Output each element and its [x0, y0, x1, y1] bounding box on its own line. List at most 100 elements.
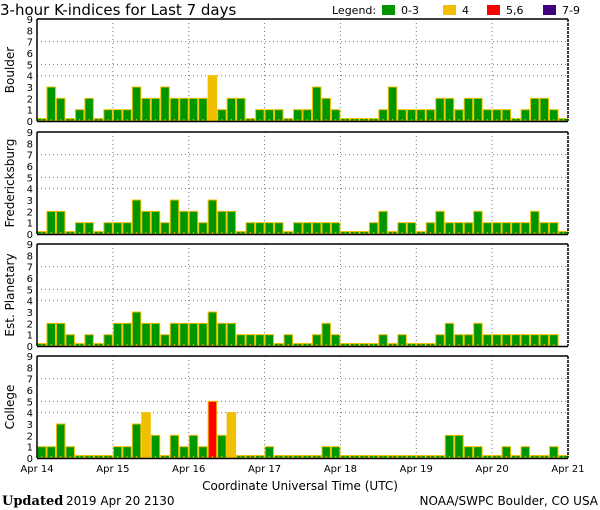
y-tick-label: 9: [27, 240, 33, 251]
y-tick-label: 0: [27, 342, 33, 353]
k-index-bar: [321, 97, 331, 122]
k-index-bar: [444, 97, 455, 122]
legend-label: Legend:: [332, 4, 376, 17]
k-index-bar: [444, 322, 455, 347]
panel-label: Est. Planetary: [3, 253, 17, 336]
k-index-bar: [150, 322, 161, 347]
y-tick-label: 5: [27, 397, 33, 408]
legend-swatch: [443, 5, 456, 15]
k-index-bar: [131, 86, 142, 122]
k-index-bar: [55, 210, 66, 235]
k-index-bar: [435, 97, 445, 122]
k-index-bar: [55, 97, 66, 122]
y-tick-label: 6: [27, 49, 33, 60]
y-tick-label: 2: [27, 431, 33, 442]
y-tick-label: 1: [27, 219, 33, 230]
k-index-bar: [226, 97, 237, 122]
k-index-bar: [131, 423, 142, 459]
y-tick-label: 7: [27, 38, 33, 49]
y-tick-label: 3: [27, 420, 33, 431]
k-index-bar: [473, 322, 483, 347]
y-tick-label: 2: [27, 94, 33, 105]
k-index-bar: [141, 412, 151, 459]
y-tick-label: 9: [27, 128, 33, 139]
k-index-bar: [198, 322, 208, 347]
y-tick-label: 1: [27, 106, 33, 117]
k-index-bar: [207, 400, 218, 459]
y-tick-label: 7: [27, 375, 33, 386]
k-index-bar: [131, 311, 142, 347]
k-index-bar: [463, 97, 474, 122]
legend: Legend: 0-3 4 5,6 7-9: [332, 4, 580, 17]
k-index-bar: [473, 210, 483, 235]
k-index-bar: [378, 210, 388, 235]
legend-entry-label: 0-3: [401, 4, 419, 17]
k-index-bar: [217, 322, 227, 347]
legend-swatch: [543, 5, 556, 15]
chart-title: 3-hour K-indices for Last 7 days: [0, 1, 236, 19]
credit-text: NOAA/SWPC Boulder, CO USA: [420, 494, 599, 508]
y-tick-label: 1: [27, 443, 33, 454]
y-tick-label: 6: [27, 386, 33, 397]
x-tick-label: Apr 19: [400, 464, 433, 475]
k-index-bar: [131, 199, 142, 235]
k-index-bar: [169, 97, 180, 122]
k-index-bar: [179, 322, 189, 347]
x-tick-label: Apr 14: [20, 464, 53, 475]
k-index-bar: [188, 434, 199, 459]
y-tick-label: 7: [27, 263, 33, 274]
legend-entry-label: 7-9: [562, 4, 580, 17]
y-tick-label: 5: [27, 285, 33, 296]
y-tick-label: 3: [27, 308, 33, 319]
k-index-bar: [55, 423, 66, 459]
y-tick-label: 4: [27, 297, 33, 308]
k-index-bar: [84, 97, 94, 122]
y-tick-label: 9: [27, 352, 33, 363]
y-tick-label: 8: [27, 363, 33, 374]
k-index-bar: [150, 210, 161, 235]
y-tick-label: 0: [27, 230, 33, 241]
legend-entry-label: 5,6: [506, 4, 524, 17]
k-index-bar: [179, 97, 189, 122]
k-index-bar: [169, 434, 180, 459]
y-tick-label: 0: [27, 454, 33, 465]
k-index-bar: [150, 434, 161, 459]
k-index-bar: [160, 86, 170, 122]
k-index-bar: [435, 210, 445, 235]
k-index-bar: [473, 97, 483, 122]
y-tick-label: 1: [27, 331, 33, 342]
legend-swatch: [382, 5, 395, 15]
k-index-bar: [188, 97, 199, 122]
y-tick-label: 8: [27, 139, 33, 150]
y-tick-label: 4: [27, 409, 33, 420]
y-tick-label: 9: [27, 15, 33, 26]
y-tick-label: 6: [27, 162, 33, 173]
panel-label: Boulder: [3, 47, 17, 94]
k-index-bar: [122, 322, 132, 347]
k-index-bar: [188, 210, 199, 235]
y-tick-label: 3: [27, 83, 33, 94]
updated-label: Updated: [2, 494, 63, 509]
y-tick-label: 6: [27, 274, 33, 285]
y-tick-label: 2: [27, 207, 33, 218]
y-tick-label: 5: [27, 173, 33, 184]
k-index-bar: [321, 322, 331, 347]
k-index-bar: [169, 199, 180, 235]
y-tick-label: 8: [27, 26, 33, 37]
k-index-bar: [454, 434, 464, 459]
y-tick-label: 3: [27, 196, 33, 207]
x-tick-label: Apr 15: [96, 464, 129, 475]
updated-timestamp: 2019 Apr 20 2130: [66, 494, 175, 508]
k-index-bar: [141, 97, 151, 122]
y-tick-label: 2: [27, 319, 33, 330]
x-tick-label: Apr 21: [551, 464, 584, 475]
k-index-bar: [169, 322, 180, 347]
y-tick-label: 0: [27, 117, 33, 128]
k-index-bar: [46, 86, 56, 122]
k-index-bar: [444, 434, 455, 459]
k-index-bar: [226, 322, 237, 347]
